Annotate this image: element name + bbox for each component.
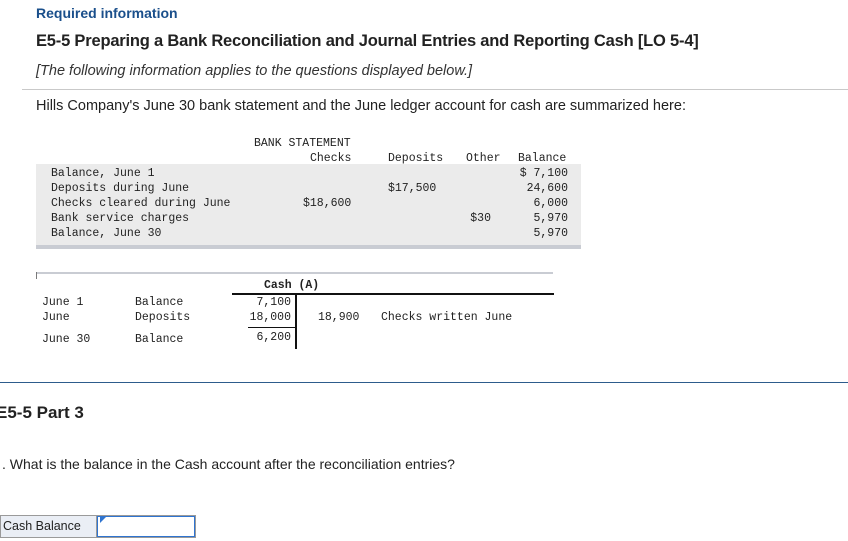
answer-row: Cash Balance [0,515,196,538]
entry-description: Balance [135,296,184,309]
row-label: Balance, June 30 [51,227,162,240]
row-label: Balance, June 1 [51,167,155,180]
required-information-heading: Required information [36,5,178,21]
row-balance: 5,970 [533,212,568,225]
column-header-other: Other [466,152,501,165]
row-other: $30 [470,212,491,225]
cash-balance-label: Cash Balance [1,516,97,537]
bank-statement-background [36,164,581,246]
row-balance: 5,970 [533,227,568,240]
entry-date: June 30 [42,333,91,346]
row-deposits: $17,500 [388,182,437,195]
row-checks: $18,600 [303,197,352,210]
instructions-note: [The following information applies to th… [36,63,473,79]
bank-statement-bottom-bar [36,245,581,249]
divider [22,89,848,90]
input-corner-marker-icon [100,517,106,523]
section-divider [0,382,848,383]
cash-account-title: Cash (A) [264,279,320,292]
t-account-sum-line [248,327,295,328]
entry-date: June [42,311,70,324]
bank-statement-heading: BANK STATEMENT [254,137,351,150]
entry-date: June 1 [42,296,84,309]
row-balance: 6,000 [533,197,568,210]
row-label: Checks cleared during June [51,197,231,210]
entry-description: Deposits [135,311,191,324]
t-account-horizontal-line [232,293,554,295]
bank-statement-table: Checks Deposits Other Balance Balance, J… [36,150,581,254]
entry-debit: 18,000 [249,311,291,324]
entry-debit: 6,200 [256,331,291,344]
cash-account-top-bar [36,272,553,274]
row-balance: 24,600 [526,182,568,195]
column-header-deposits: Deposits [388,152,444,165]
entry-debit: 7,100 [256,296,291,309]
row-label: Deposits during June [51,182,190,195]
column-header-balance: Balance [518,152,567,165]
t-account-vertical-line [295,293,297,349]
row-balance: $ 7,100 [519,167,568,180]
part-title: E5-5 Part 3 [0,403,84,422]
exercise-title: E5-5 Preparing a Bank Reconciliation and… [36,32,699,50]
question-text: . What is the balance in the Cash accoun… [2,456,455,472]
entry-description: Balance [135,333,184,346]
entry-credit-description: Checks written June [381,311,513,324]
row-label: Bank service charges [51,212,190,225]
intro-text: Hills Company's June 30 bank statement a… [36,98,686,114]
entry-credit: 18,900 [318,311,360,324]
cash-account-tick [36,272,37,279]
column-header-checks: Checks [310,152,352,165]
cash-balance-input[interactable] [97,516,195,537]
